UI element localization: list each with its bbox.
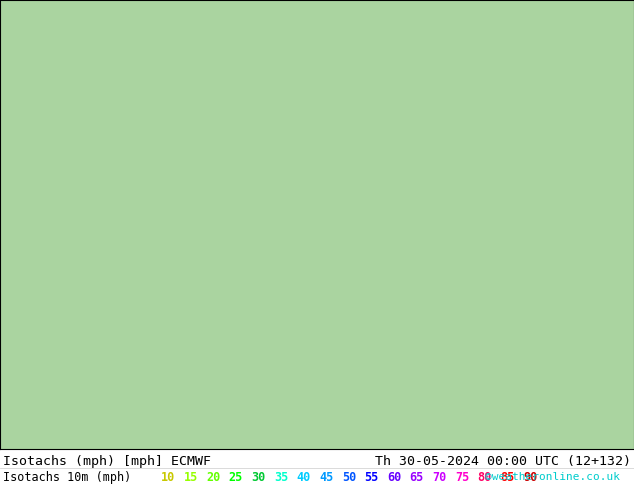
Text: ©weatheronline.co.uk: ©weatheronline.co.uk bbox=[485, 472, 620, 482]
Text: 85: 85 bbox=[500, 471, 515, 484]
Text: Isotachs 10m (mph): Isotachs 10m (mph) bbox=[3, 471, 131, 484]
Text: 20: 20 bbox=[206, 471, 221, 484]
Text: 15: 15 bbox=[183, 471, 198, 484]
Text: 45: 45 bbox=[320, 471, 333, 484]
Text: Th 30-05-2024 00:00 UTC (12+132): Th 30-05-2024 00:00 UTC (12+132) bbox=[375, 455, 631, 468]
Text: 55: 55 bbox=[365, 471, 378, 484]
Text: 70: 70 bbox=[432, 471, 446, 484]
Text: 65: 65 bbox=[410, 471, 424, 484]
Text: 50: 50 bbox=[342, 471, 356, 484]
Text: 10: 10 bbox=[161, 471, 175, 484]
Text: 80: 80 bbox=[477, 471, 492, 484]
Text: 60: 60 bbox=[387, 471, 401, 484]
Text: 40: 40 bbox=[297, 471, 311, 484]
Text: 30: 30 bbox=[251, 471, 266, 484]
Text: Isotachs (mph) [mph] ECMWF: Isotachs (mph) [mph] ECMWF bbox=[3, 455, 211, 468]
Text: 75: 75 bbox=[455, 471, 469, 484]
Text: 90: 90 bbox=[523, 471, 537, 484]
Text: 25: 25 bbox=[229, 471, 243, 484]
Text: 35: 35 bbox=[274, 471, 288, 484]
